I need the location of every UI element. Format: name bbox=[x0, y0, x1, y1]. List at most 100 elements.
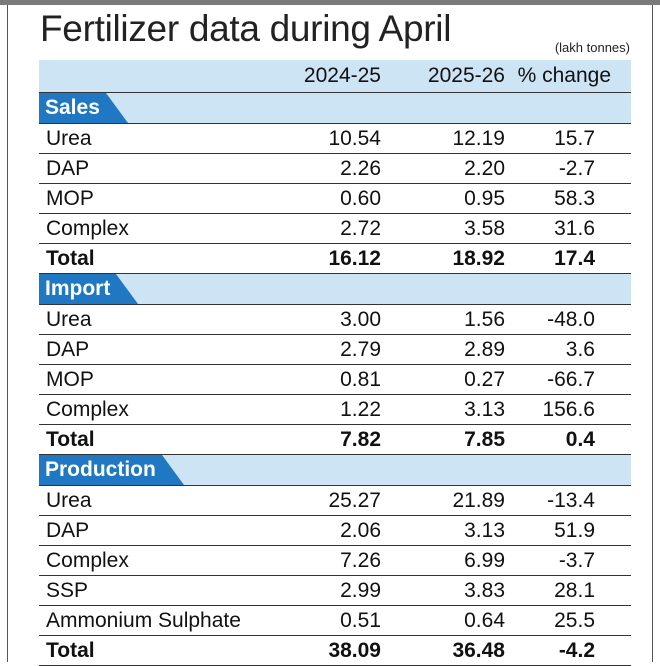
data-table: 2024-25 2025-26 % change Sales Urea 10.54 1… bbox=[39, 60, 631, 666]
section-label: Production bbox=[39, 455, 184, 485]
section-row: Import bbox=[39, 273, 631, 305]
row-label: DAP bbox=[39, 515, 269, 546]
table-body: Sales Urea 10.54 12.19 15.7 DAP 2.26 2.20 -2.7 MO… bbox=[39, 92, 631, 666]
row-label: Ammonium Sulphate bbox=[39, 605, 269, 636]
value-2025-26: 3.13 bbox=[389, 394, 513, 425]
value-2025-26: 0.27 bbox=[389, 364, 513, 395]
value-2025-26: 1.56 bbox=[389, 304, 513, 335]
value-pct-change: 156.6 bbox=[513, 394, 631, 425]
header-cell: 2025-26 bbox=[389, 60, 513, 93]
value-pct-change: 31.6 bbox=[513, 213, 631, 244]
value-2024-25: 2.72 bbox=[269, 213, 389, 244]
value-2025-26: 2.89 bbox=[389, 334, 513, 365]
value-2024-25: 0.60 bbox=[269, 183, 389, 214]
value-pct-change: -2.7 bbox=[513, 153, 631, 184]
row-label: Urea bbox=[39, 123, 269, 154]
value-2024-25: 2.06 bbox=[269, 515, 389, 546]
value-2025-26: 21.89 bbox=[389, 485, 513, 516]
value-2025-26: 0.64 bbox=[389, 605, 513, 636]
value-pct-change: 15.7 bbox=[513, 123, 631, 154]
row-label: Complex bbox=[39, 545, 269, 576]
table-row: Complex 7.26 6.99 -3.7 bbox=[39, 545, 631, 576]
value-pct-change: 3.6 bbox=[513, 334, 631, 365]
table-row: MOP 0.81 0.27 -66.7 bbox=[39, 364, 631, 395]
table-row: DAP 2.06 3.13 51.9 bbox=[39, 515, 631, 546]
section-row: Production bbox=[39, 454, 631, 486]
value-2025-26: 0.95 bbox=[389, 183, 513, 214]
table-row: Ammonium Sulphate 0.51 0.64 25.5 bbox=[39, 605, 631, 636]
value-pct-change: 17.4 bbox=[513, 243, 631, 274]
row-label: Total bbox=[39, 243, 269, 274]
value-2025-26: 3.58 bbox=[389, 213, 513, 244]
row-label: Total bbox=[39, 424, 269, 455]
value-2025-26: 36.48 bbox=[389, 635, 513, 666]
section-row: Sales bbox=[39, 92, 631, 124]
total-row: Total 38.09 36.48 -4.2 bbox=[39, 635, 631, 666]
table-row: Complex 2.72 3.58 31.6 bbox=[39, 213, 631, 244]
section-cell: Production bbox=[39, 454, 631, 486]
value-2024-25: 7.82 bbox=[269, 424, 389, 455]
value-pct-change: -3.7 bbox=[513, 545, 631, 576]
row-label: Complex bbox=[39, 213, 269, 244]
table-row: SSP 2.99 3.83 28.1 bbox=[39, 575, 631, 606]
table-row: Complex 1.22 3.13 156.6 bbox=[39, 394, 631, 425]
table-row: Urea 3.00 1.56 -48.0 bbox=[39, 304, 631, 335]
table-row: MOP 0.60 0.95 58.3 bbox=[39, 183, 631, 214]
total-row: Total 16.12 18.92 17.4 bbox=[39, 243, 631, 274]
row-label: DAP bbox=[39, 153, 269, 184]
value-2024-25: 16.12 bbox=[269, 243, 389, 274]
header-cell bbox=[39, 60, 269, 93]
row-label: SSP bbox=[39, 575, 269, 606]
value-2024-25: 7.26 bbox=[269, 545, 389, 576]
row-label: DAP bbox=[39, 334, 269, 365]
value-2024-25: 1.22 bbox=[269, 394, 389, 425]
value-2025-26: 6.99 bbox=[389, 545, 513, 576]
unit-note: (lakh tonnes) bbox=[554, 40, 630, 55]
table-row: DAP 2.79 2.89 3.6 bbox=[39, 334, 631, 365]
value-2025-26: 7.85 bbox=[389, 424, 513, 455]
top-bar bbox=[0, 0, 660, 5]
value-pct-change: -13.4 bbox=[513, 485, 631, 516]
value-pct-change: 25.5 bbox=[513, 605, 631, 636]
row-label: Urea bbox=[39, 485, 269, 516]
row-label: Complex bbox=[39, 394, 269, 425]
value-2024-25: 3.00 bbox=[269, 304, 389, 335]
table-row: Urea 25.27 21.89 -13.4 bbox=[39, 485, 631, 516]
figure-frame bbox=[7, 5, 653, 662]
value-2024-25: 2.99 bbox=[269, 575, 389, 606]
value-2025-26: 3.13 bbox=[389, 515, 513, 546]
header-cell: 2024-25 bbox=[269, 60, 389, 93]
header-row: 2024-25 2025-26 % change bbox=[39, 60, 631, 93]
value-pct-change: -66.7 bbox=[513, 364, 631, 395]
table-row: Urea 10.54 12.19 15.7 bbox=[39, 123, 631, 154]
value-2024-25: 2.26 bbox=[269, 153, 389, 184]
row-label: MOP bbox=[39, 364, 269, 395]
total-row: Total 7.82 7.85 0.4 bbox=[39, 424, 631, 455]
value-2025-26: 2.20 bbox=[389, 153, 513, 184]
section-label: Sales bbox=[39, 93, 128, 123]
value-pct-change: 0.4 bbox=[513, 424, 631, 455]
row-label: Total bbox=[39, 635, 269, 666]
value-2024-25: 2.79 bbox=[269, 334, 389, 365]
section-label: Import bbox=[39, 274, 139, 304]
value-2025-26: 3.83 bbox=[389, 575, 513, 606]
section-cell: Sales bbox=[39, 92, 631, 124]
value-pct-change: 51.9 bbox=[513, 515, 631, 546]
value-pct-change: 58.3 bbox=[513, 183, 631, 214]
value-2024-25: 0.81 bbox=[269, 364, 389, 395]
value-2024-25: 10.54 bbox=[269, 123, 389, 154]
value-2025-26: 12.19 bbox=[389, 123, 513, 154]
section-cell: Import bbox=[39, 273, 631, 305]
value-2024-25: 38.09 bbox=[269, 635, 389, 666]
chart-title: Fertilizer data during April bbox=[40, 8, 452, 49]
table-row: DAP 2.26 2.20 -2.7 bbox=[39, 153, 631, 184]
value-pct-change: -4.2 bbox=[513, 635, 631, 666]
value-2024-25: 25.27 bbox=[269, 485, 389, 516]
row-label: MOP bbox=[39, 183, 269, 214]
header-cell: % change bbox=[513, 60, 631, 93]
row-label: Urea bbox=[39, 304, 269, 335]
value-pct-change: -48.0 bbox=[513, 304, 631, 335]
value-2025-26: 18.92 bbox=[389, 243, 513, 274]
value-2024-25: 0.51 bbox=[269, 605, 389, 636]
value-pct-change: 28.1 bbox=[513, 575, 631, 606]
